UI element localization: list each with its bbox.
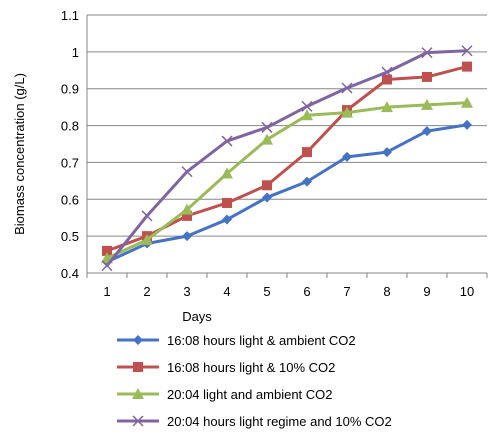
series-1 [102,119,472,267]
legend-marker [133,335,143,345]
data-point [222,214,232,225]
data-point [222,197,232,208]
legend-marker [132,388,144,399]
x-tick-label: 2 [143,284,150,299]
x-tick-label: 5 [263,284,270,299]
data-point [382,147,392,158]
data-point [462,119,472,130]
data-point [141,233,153,245]
y-tick-label: 0.5 [61,229,79,244]
data-point [421,98,433,110]
legend: 16:08 hours light & ambient CO2 16:08 hou… [117,333,392,429]
series-line [105,49,468,267]
data-point [302,176,312,187]
data-point [101,260,113,272]
data-point [342,151,352,162]
legend-item: 16:08 hours light & 10% CO2 [117,360,335,375]
y-tick-label: 0.4 [61,266,79,281]
data-point [421,47,433,59]
legend-item: 20:04 hours light regime and 10% CO2 [117,414,392,429]
legend-item: 20:04 light and ambient CO2 [117,387,333,402]
series-line [106,101,468,260]
y-tick-label: 0.9 [61,82,79,97]
y-tick-label: 0.6 [61,192,79,207]
data-point [221,135,233,147]
series-3 [101,96,473,264]
x-tick-label: 4 [223,284,230,299]
data-point [381,101,393,113]
x-tick-label: 3 [183,284,190,299]
axes: 0.4 0.5 0.6 0.7 0.8 0.9 1 1.1 1 2 3 4 5 6 7 8 9 10 [61,8,488,299]
data-point [341,82,353,94]
data-point [462,61,472,72]
data-point [102,245,112,256]
data-point [301,100,313,112]
data-point [381,66,393,78]
series-line [106,65,468,253]
data-point [301,109,313,121]
y-tick-label: 0.8 [61,119,79,134]
data-point [302,147,312,158]
data-point [261,133,273,145]
data-point [422,126,432,137]
legend-marker [132,415,144,427]
y-tick-label: 1.1 [61,8,79,23]
data-point [461,96,473,108]
legend-label: 16:08 hours light & ambient CO2 [167,333,356,348]
data-point [262,180,272,191]
legend-item: 16:08 hours light & ambient CO2 [117,333,356,348]
data-point [141,210,153,222]
x-tick-label: 7 [343,284,350,299]
data-point [422,71,432,82]
series-4 [101,45,473,272]
data-point [181,203,193,215]
data-point [182,231,192,242]
x-tick-label: 10 [460,284,474,299]
legend-label: 16:08 hours light & 10% CO2 [167,360,335,375]
legend-marker [133,362,143,372]
x-axis-title: Days [182,309,212,324]
legend-label: 20:04 hours light regime and 10% CO2 [167,414,392,429]
legend-label: 20:04 light and ambient CO2 [167,387,333,402]
x-tick-label: 6 [303,284,310,299]
y-tick-label: 0.7 [61,155,79,170]
data-point [182,210,192,221]
x-tick-label: 9 [423,284,430,299]
y-axis-title: Biomass concentration (g/L) [12,73,27,235]
data-point [341,106,353,118]
x-tick-label: 1 [103,284,110,299]
x-tick-label: 8 [383,284,390,299]
y-tick-label: 1 [72,45,79,60]
series-line [106,123,468,264]
data-point [382,74,392,85]
series-2 [102,61,472,256]
data-point [262,192,272,203]
data-point [461,45,473,57]
series-layer [101,45,473,272]
data-point [181,166,193,178]
data-point [221,167,233,179]
data-point [261,121,273,133]
